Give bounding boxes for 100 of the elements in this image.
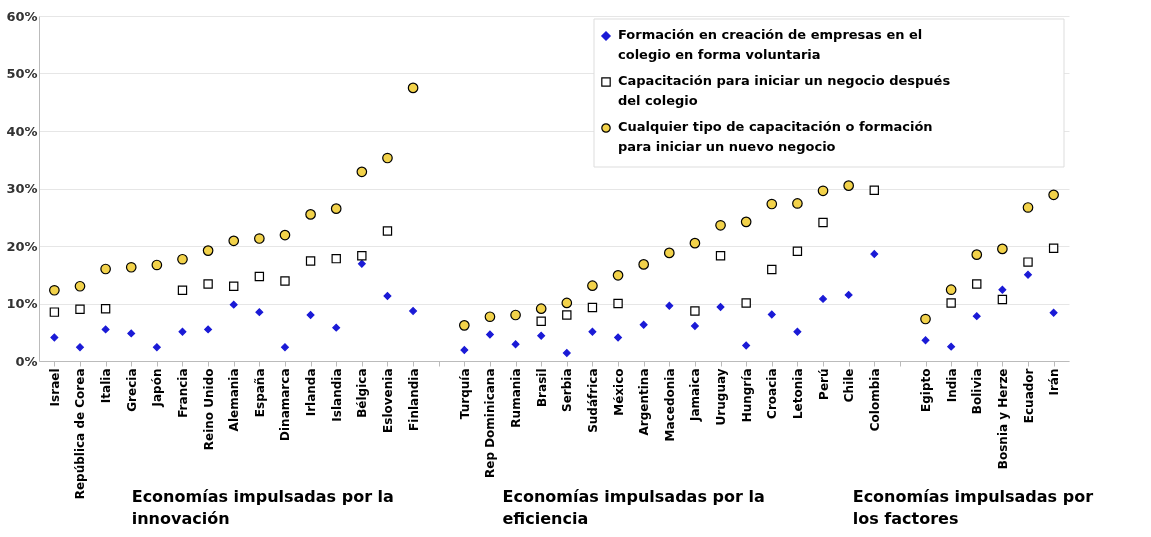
x-tick-label: Croacia — [765, 368, 780, 419]
point — [203, 279, 213, 289]
x-tick-label: Macedonia — [662, 368, 677, 442]
x-tick-label: España — [252, 368, 267, 418]
point — [535, 303, 547, 315]
legend-label: Capacitación para iniciar un negocio después del colegio — [618, 73, 951, 108]
y-tick-label: 20% — [6, 238, 38, 254]
point — [357, 251, 367, 261]
point — [588, 327, 597, 336]
point — [587, 280, 598, 292]
x-tick-label: Ecuador — [1021, 368, 1036, 424]
point — [742, 341, 751, 350]
x-tick-label: Jamaica — [688, 368, 703, 422]
x-tick-label: Bélgica — [355, 368, 370, 418]
x-tick-label: Rumania — [509, 368, 524, 428]
x-tick-label: Israel — [47, 368, 62, 407]
x-tick-label: México — [611, 368, 626, 416]
point — [972, 312, 981, 321]
x-tick-label: Rep Dominicana — [483, 368, 498, 478]
point — [204, 325, 213, 334]
point — [741, 298, 751, 308]
point — [843, 180, 854, 191]
point — [484, 311, 496, 323]
point — [228, 235, 240, 247]
point — [972, 279, 982, 289]
point — [331, 253, 341, 264]
x-tick-label: Alemania — [227, 368, 242, 432]
point — [715, 251, 726, 261]
point — [716, 303, 725, 311]
point — [665, 301, 674, 310]
point — [1048, 243, 1059, 254]
point — [177, 285, 188, 295]
point — [947, 342, 956, 351]
point — [792, 246, 803, 256]
x-tick-label: Colombia — [867, 368, 882, 432]
point — [485, 330, 494, 339]
point — [254, 233, 265, 244]
point — [306, 311, 315, 319]
point — [998, 285, 1007, 294]
point — [663, 247, 675, 259]
point — [817, 185, 829, 197]
point — [127, 329, 136, 338]
point — [562, 310, 572, 320]
x-tick-label: Sudáfrica — [585, 368, 600, 433]
point — [409, 307, 418, 315]
point — [536, 316, 546, 327]
x-tick-label: Bolivia — [970, 368, 985, 415]
point — [971, 249, 983, 260]
y-tick-label: 40% — [6, 123, 38, 139]
point — [562, 349, 571, 357]
point — [639, 320, 648, 329]
point — [229, 300, 238, 309]
point — [177, 253, 188, 265]
point — [1048, 189, 1059, 201]
x-tick-label: Egipto — [919, 368, 934, 412]
point — [1049, 308, 1058, 317]
point — [844, 290, 853, 299]
x-tick-label: Bosnia y Herze — [995, 368, 1010, 470]
point — [460, 346, 469, 355]
point — [152, 343, 161, 352]
point — [254, 271, 265, 282]
x-tick-label: Japón — [150, 368, 165, 408]
x-tick-label: Grecia — [124, 368, 139, 412]
point — [1022, 202, 1034, 213]
y-tick-label: 30% — [6, 181, 38, 196]
text: Economías impulsadas por la innovación — [131, 487, 394, 528]
point — [229, 281, 239, 291]
x-tick-label: Serbia — [560, 368, 575, 412]
x-tick-label: Eslovenia — [380, 368, 395, 433]
x-tick-label: Uruguay — [714, 368, 729, 426]
x-tick-label: Dinamarca — [278, 368, 293, 441]
point — [125, 261, 137, 273]
point — [818, 217, 828, 228]
point — [946, 298, 956, 308]
point — [100, 263, 111, 275]
point — [280, 276, 290, 286]
text: Economías impulsadas por los factores — [852, 487, 1094, 528]
point — [76, 343, 84, 352]
x-tick-label: Argentina — [637, 368, 652, 436]
point — [537, 331, 546, 340]
point — [793, 327, 802, 336]
point — [281, 343, 289, 352]
legend-label: Formación en creación de empresas en el colegio en forma voluntaria — [618, 27, 923, 62]
point — [920, 313, 931, 325]
point — [767, 264, 777, 275]
point — [1023, 257, 1033, 267]
x-tick-label: Turquía — [457, 368, 472, 420]
point — [587, 302, 598, 313]
point — [357, 259, 366, 268]
point — [870, 250, 879, 258]
point — [766, 198, 778, 210]
y-tick-label: 0% — [15, 353, 38, 369]
point — [561, 297, 573, 309]
point — [305, 209, 316, 220]
point — [614, 333, 623, 342]
point — [356, 166, 368, 178]
point — [407, 82, 419, 94]
point — [382, 226, 393, 236]
point — [1024, 270, 1032, 279]
text: Economías impulsadas por la eficiencia — [502, 487, 765, 528]
